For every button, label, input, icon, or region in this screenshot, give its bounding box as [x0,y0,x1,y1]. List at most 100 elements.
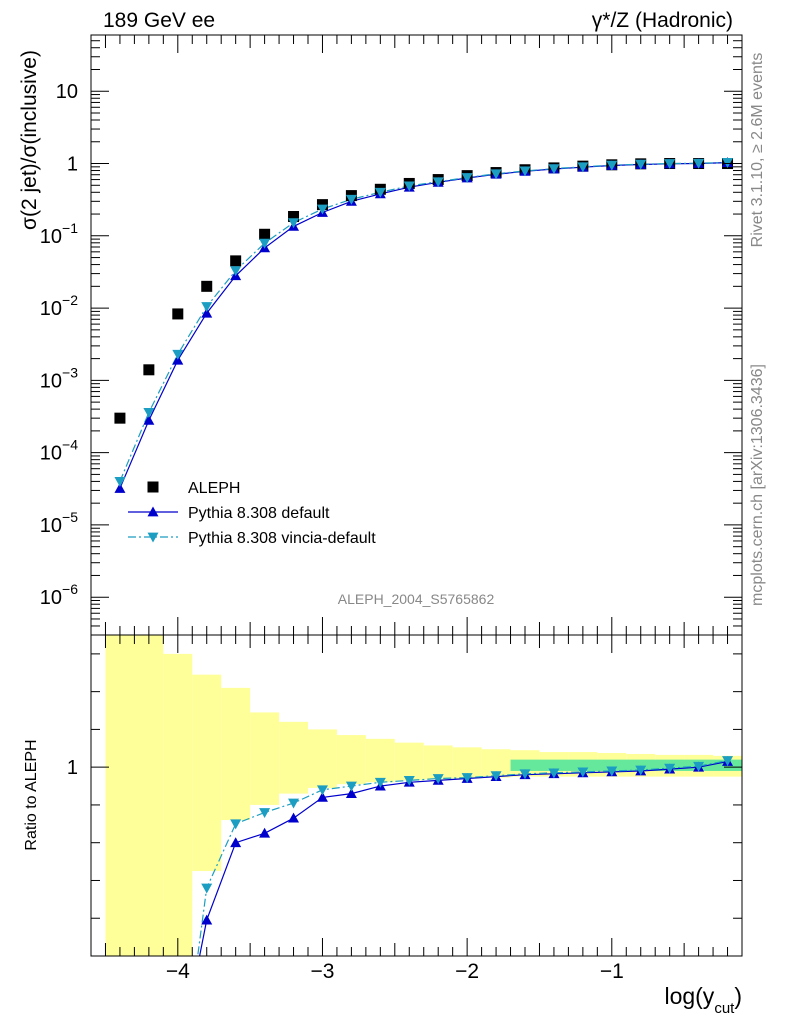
ratio-line-0 [199,760,728,956]
data-point-2 [548,164,560,175]
main-ylabel: σ(2 jet)/σ(inclusive) [18,50,41,230]
data-point-1 [114,482,126,493]
mcplots-label: mcplots.cern.ch [arXiv:1306.3436] [749,364,766,606]
ratio-point-1 [259,808,271,818]
series-line-1 [119,162,728,489]
energy-label: 189 GeV ee [103,9,215,32]
ratio-point-1 [577,767,589,778]
legend-marker-1 [147,506,159,517]
data-point-2 [490,169,502,180]
ratio-point-1 [461,773,473,784]
ratio-point-1 [519,769,531,780]
band-0-bin [336,735,366,785]
x-tick-label: −4 [166,960,190,983]
y-tick-label: 10−2 [40,292,78,320]
y-tick-label: 10−4 [40,437,78,465]
data-point-1 [143,414,155,425]
ratio-point-0 [345,788,357,799]
data-point-2 [143,408,155,418]
data-point-2 [114,477,126,487]
band-0-bin [279,721,308,794]
ratio-point-1 [374,777,386,788]
ratio-point-1 [722,756,734,767]
data-point-2 [664,159,676,170]
y-tick-label: 10 [56,81,78,103]
data-point-2 [606,160,618,171]
ratio-point-1 [490,771,502,782]
data-point-2 [722,158,734,168]
band-0-bin [163,653,193,956]
ratio-point-1 [635,765,647,776]
ratio-point-1 [432,774,444,785]
data-point-2 [345,194,357,205]
data-point-2 [230,266,242,277]
band-1-bin [510,759,742,771]
data-point-2 [461,173,473,184]
data-point-2 [635,159,647,170]
ratio-point-1 [316,785,328,796]
watermark: ALEPH_2004_S5765862 [338,591,495,607]
data-point-0 [201,280,213,292]
data-point-2 [201,302,213,313]
x-axis-title: log(ycut) [664,983,742,1017]
band-0-bin [221,687,251,821]
y-tick-label: 10−1 [40,220,78,248]
ratio-line-1 [197,760,728,956]
x-tick-label: −3 [310,960,334,983]
ratio-point-1 [606,766,618,777]
data-point-2 [172,349,184,360]
data-point-0 [230,255,242,267]
data-point-2 [403,181,415,192]
ratio-point-1 [345,781,357,792]
data-point-2 [374,187,386,198]
ratio-ylabel: Ratio to ALEPH [23,739,40,850]
ratio-point-1 [201,883,213,894]
data-point-0 [143,364,155,376]
band-0-bin [105,635,164,956]
process-label: γ*/Z (Hadronic) [592,9,733,32]
data-point-2 [288,218,300,229]
series-line-2 [119,161,728,482]
legend-marker-2 [147,532,159,543]
ratio-point-0 [288,812,300,823]
data-point-0 [114,412,126,424]
data-point-2 [693,158,705,169]
ratio-point-1 [403,775,415,786]
ratio-point-1 [693,761,705,772]
ratio-point-0 [230,837,242,848]
legend-label-0: ALEPH [188,480,240,497]
legend-marker-0 [147,481,159,493]
band-0-bin [192,674,222,872]
ratio-point-0 [316,791,328,802]
y-tick-label: 10−5 [40,509,78,537]
data-point-2 [316,204,328,215]
ratio-point-1 [230,819,242,830]
band-0-bin [308,729,337,788]
y-tick-label: 10−3 [40,364,78,392]
data-point-0 [172,308,184,320]
data-point-1 [201,307,213,318]
ratio-series [197,756,734,956]
legend-label-2: Pythia 8.308 vincia-default [188,530,376,547]
ratio-point-0 [259,827,271,838]
data-point-2 [519,166,531,177]
main-panel: 10−6 10−5 10−4 10−3 10−2 10−1 1 10 σ(2 jet)/σ(i… [18,34,743,636]
ratio-panel: 1 −4 −3 −2 −1 Ratio to ALEPH [23,634,743,983]
ratio-point-1 [548,768,560,779]
x-tick-label: −2 [455,960,479,983]
y-tick-label: 1 [67,154,78,176]
ratio-point-1 [288,798,300,809]
rivet-label: Rivet 3.1.10, ≥ 2.6M events [749,53,766,248]
data-point-2 [577,162,589,173]
legend-label-1: Pythia 8.308 default [188,505,330,522]
band-0-bin [423,745,453,780]
y-tick-label: 10−6 [40,581,78,609]
band-0-bin [394,742,424,781]
x-tick-label: −1 [600,960,624,983]
data-point-2 [259,238,271,249]
ratio-y-tick-label: 1 [67,757,78,779]
ratio-point-0 [201,914,213,925]
band-0-bin [250,712,280,805]
data-point-2 [432,177,444,188]
